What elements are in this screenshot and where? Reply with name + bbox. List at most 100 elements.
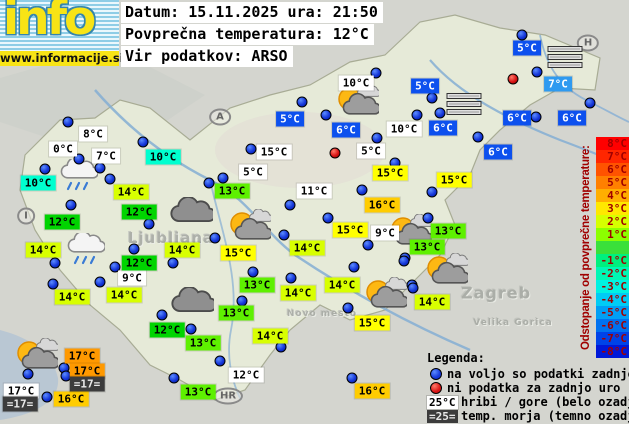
cloud-icon: [170, 286, 218, 315]
temp-label: 5°C: [411, 78, 439, 94]
temp-label: 13°C: [214, 183, 250, 199]
temp-label: 15°C: [332, 222, 368, 238]
station-dot-blue: [348, 261, 360, 273]
legend-row-mountains: 25°C hribi / gore (belo ozadje): [427, 395, 629, 409]
station-dot-blue: [41, 391, 53, 403]
temp-label: 7°C: [92, 148, 120, 164]
temp-label: 5°C: [513, 40, 541, 56]
temp-label: 10°C: [20, 175, 56, 191]
legend-row-sea-temp: =25= temp. morja (temno ozadje): [427, 409, 629, 423]
temp-label: 15°C: [354, 315, 390, 331]
station-dot-blue: [284, 199, 296, 211]
scale-cells: 8°C 7°C 6°C 5°C 4°C 3°C 2°C 1°C -1°C -2°C -3°C -4°C…: [596, 137, 629, 358]
white-box-icon: 25°C: [427, 395, 458, 409]
header-source-line: Vir podatkov: ARSO: [121, 46, 293, 67]
station-dot-blue: [104, 173, 116, 185]
station-dot-blue: [65, 199, 77, 211]
station-dot-blue: [167, 257, 179, 269]
temp-label: 9°C: [371, 225, 399, 241]
legend-text: na voljo so podatki zadnje ure: [447, 367, 629, 381]
temp-label: 14°C: [252, 328, 288, 344]
station-dot-blue: [94, 276, 106, 288]
temp-label: 10°C: [338, 75, 374, 91]
station-dot-blue: [530, 111, 542, 123]
station-dot-blue: [434, 107, 446, 119]
station-dot-blue: [531, 66, 543, 78]
legend-text: temp. morja (temno ozadje): [461, 409, 629, 423]
blue-dot-icon: [427, 368, 447, 380]
temp-label: 12°C: [228, 367, 264, 383]
temp-label: 10°C: [386, 121, 422, 137]
station-dot-blue: [209, 232, 221, 244]
temp-label: 13°C: [430, 223, 466, 239]
scale-cell: 2°C: [596, 215, 629, 228]
fog-icon: [547, 46, 585, 69]
temp-label: 17°C: [3, 383, 39, 399]
legend-row-missing: ni podatka za zadnjo uro: [427, 381, 629, 395]
temp-label: 13°C: [218, 305, 254, 321]
temp-label: 12°C: [121, 255, 157, 271]
station-dot-blue: [168, 372, 180, 384]
station-dot-blue: [342, 302, 354, 314]
station-dot-blue: [346, 372, 358, 384]
cloud-icon: [169, 196, 217, 225]
temp-label: 14°C: [414, 294, 450, 310]
country-badge-hr: HR: [212, 387, 244, 405]
scale-cell: 5°C: [596, 176, 629, 189]
logo-stripes: info: [0, 0, 119, 51]
temp-label: 12°C: [44, 214, 80, 230]
station-dot-blue: [128, 243, 140, 255]
legend: Legenda: na voljo so podatki zadnje ure …: [427, 351, 629, 423]
temp-label: 13°C: [409, 239, 445, 255]
temp-label: 16°C: [53, 391, 89, 407]
station-dot-blue: [203, 177, 215, 189]
temp-label: 17°C: [64, 348, 100, 364]
scale-cell: 7°C: [596, 150, 629, 163]
station-dot-blue: [185, 323, 197, 335]
map-header: Datum: 15.11.2025 ura: 21:50 Povprečna t…: [121, 2, 383, 68]
temp-label: 16°C: [354, 383, 390, 399]
station-dot-blue: [411, 109, 423, 121]
temp-label: 14°C: [106, 287, 142, 303]
station-dot-blue: [584, 97, 596, 109]
temp-label: 0°C: [49, 141, 77, 157]
station-dot-blue: [49, 257, 61, 269]
temp-label: 5°C: [357, 143, 385, 159]
temp-label: =17=: [69, 376, 105, 392]
temp-label: 15°C: [220, 245, 256, 261]
temp-label: 14°C: [54, 289, 90, 305]
station-dot-blue: [516, 29, 528, 41]
scale-cell: 3°C: [596, 202, 629, 215]
scale-cell: 6°C: [596, 163, 629, 176]
temp-label: 14°C: [280, 285, 316, 301]
header-avg-temp-line: Povprečna temperatura: 12°C: [121, 24, 374, 45]
station-dot-blue: [143, 218, 155, 230]
station-dot-blue: [426, 92, 438, 104]
temp-label: 5°C: [239, 164, 267, 180]
station-dot-blue: [285, 272, 297, 284]
temp-label: 7°C: [544, 76, 572, 92]
temp-label: 14°C: [324, 277, 360, 293]
sun-cloud-icon: [359, 276, 410, 311]
temp-label: 15°C: [256, 144, 292, 160]
legend-row-available: na voljo so podatki zadnje ure: [427, 367, 629, 381]
temp-label: =17=: [2, 396, 38, 412]
scale-cell: -5°C: [596, 306, 629, 319]
temp-label: 15°C: [372, 165, 408, 181]
temp-label: 12°C: [149, 322, 185, 338]
temp-label: 14°C: [113, 184, 149, 200]
temp-label: 8°C: [79, 126, 107, 142]
station-dot-blue: [73, 153, 85, 165]
station-dot-blue: [47, 278, 59, 290]
temp-label: 13°C: [239, 277, 275, 293]
station-dot-blue: [156, 309, 168, 321]
station-dot-blue: [217, 172, 229, 184]
station-dot-blue: [322, 212, 334, 224]
site-url-link[interactable]: www.informacije.si: [0, 51, 124, 66]
station-dot-blue: [137, 136, 149, 148]
dark-box-icon: =25=: [427, 409, 458, 423]
sun-cloud-icon: [420, 252, 471, 287]
fog-icon: [446, 93, 484, 116]
city-label: Novo mesto: [286, 309, 358, 319]
station-dot-red: [507, 73, 519, 85]
